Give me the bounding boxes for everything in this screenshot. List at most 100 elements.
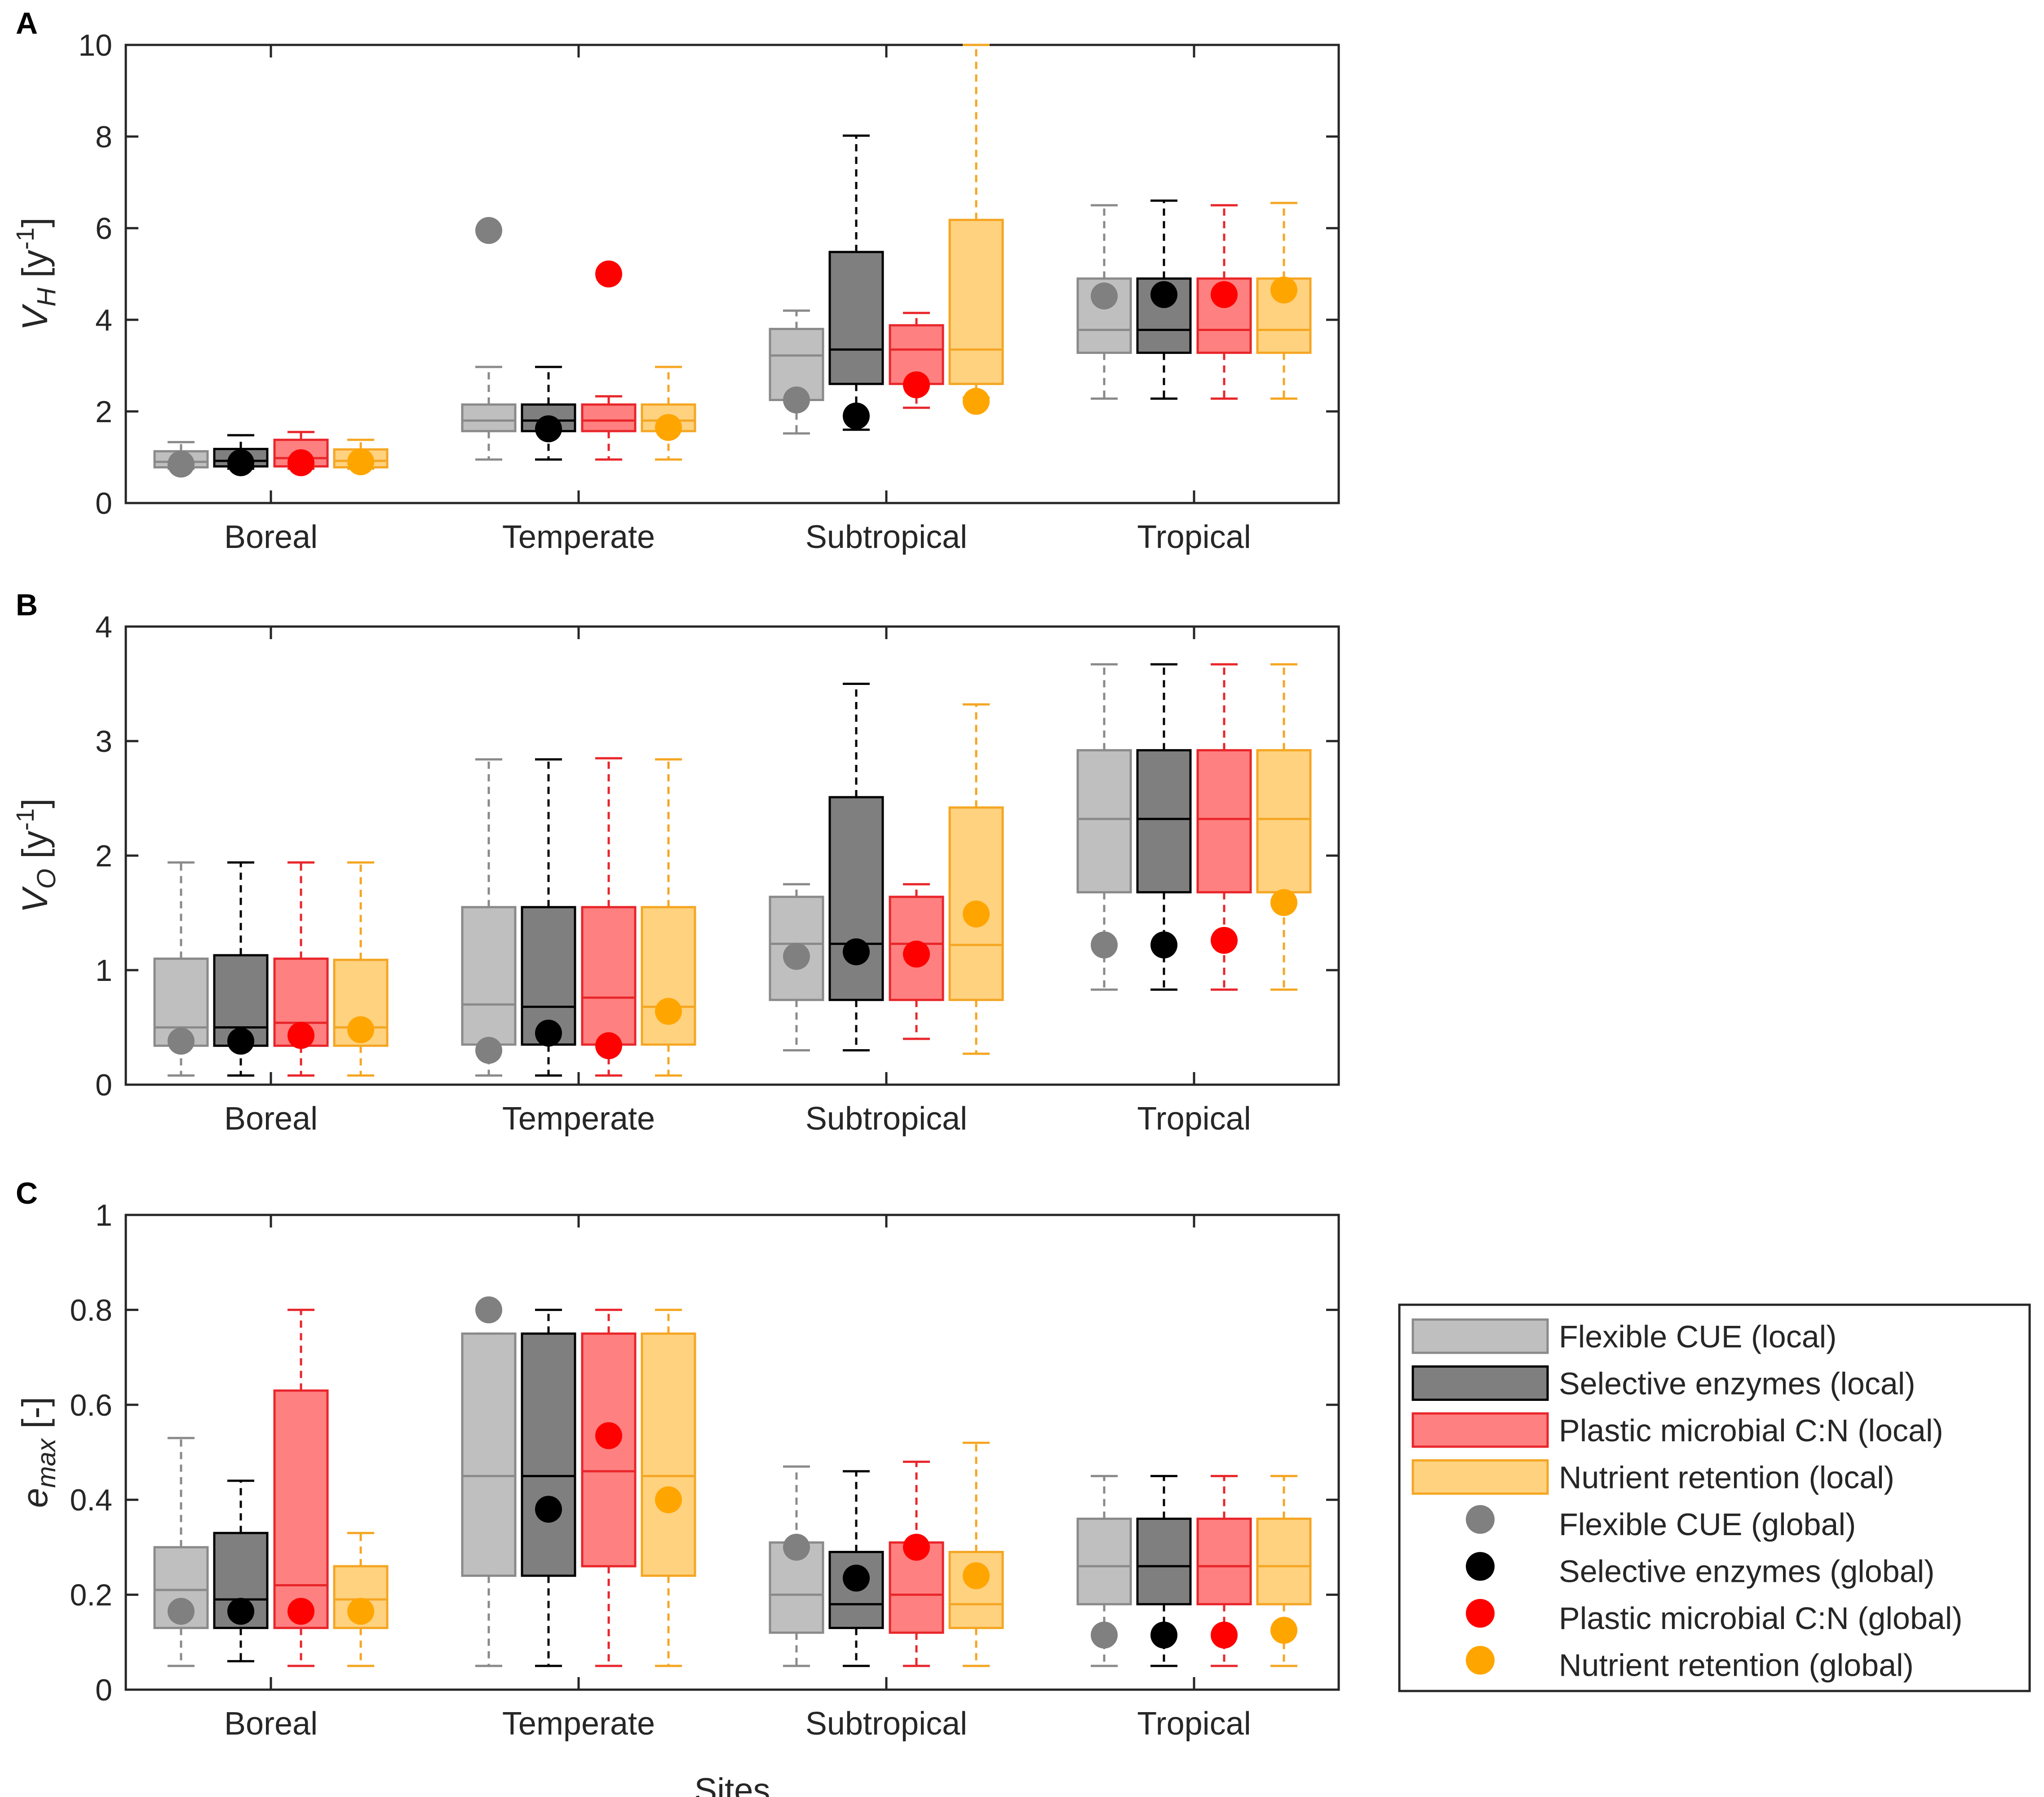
panel-letter: B <box>16 588 38 622</box>
global-dot-nutrient-retention-temperate <box>655 998 682 1025</box>
x-tick-label-boreal: Boreal <box>224 1101 318 1137</box>
box-flexible-cue-tropical <box>1076 663 1132 991</box>
box-iqr <box>581 403 637 433</box>
box-plastic-microbial-c-n-subtropical <box>889 1461 944 1667</box>
legend-swatch-box <box>1411 1365 1549 1401</box>
global-dot-plastic-microbial-c-n-tropical <box>1211 927 1238 954</box>
global-dot-nutrient-retention-boreal <box>347 448 374 476</box>
plot-frame <box>124 1214 1340 1691</box>
y-tick-label: 8 <box>95 120 112 154</box>
global-dot-flexible-cue-temperate <box>475 217 502 244</box>
box-flexible-cue-temperate <box>461 366 517 461</box>
global-dot-nutrient-retention-subtropical <box>963 388 990 415</box>
y-tick-label: 2 <box>95 395 112 429</box>
box-iqr <box>461 1332 517 1577</box>
legend-label-local: Plastic microbial C:N (local) <box>1559 1413 1943 1448</box>
legend-swatch-box <box>1411 1459 1549 1495</box>
y-tick-label: 0.6 <box>70 1388 112 1422</box>
global-dot-nutrient-retention-boreal <box>347 1598 374 1625</box>
global-dot-plastic-microbial-c-n-subtropical <box>903 940 930 968</box>
box-iqr <box>828 251 884 385</box>
global-dot-flexible-cue-boreal <box>168 450 195 478</box>
y-tick-label: 4 <box>95 610 112 644</box>
y-tick-label: 0 <box>95 1068 112 1102</box>
box-iqr <box>641 1332 696 1577</box>
box-flexible-cue-temperate <box>461 758 517 1077</box>
box-flexible-cue-tropical <box>1076 1475 1132 1667</box>
box-iqr <box>1076 1517 1132 1606</box>
x-tick-label-boreal: Boreal <box>224 1706 318 1742</box>
global-dot-selective-enzymes-tropical <box>1150 1621 1177 1649</box>
global-dot-flexible-cue-boreal <box>168 1598 195 1625</box>
legend-swatch-box <box>1411 1318 1549 1354</box>
box-iqr <box>461 403 517 433</box>
global-dot-flexible-cue-temperate <box>475 1037 502 1064</box>
box-flexible-cue-subtropical <box>769 1465 824 1667</box>
global-dot-flexible-cue-tropical <box>1091 931 1118 958</box>
legend-swatch-dot <box>1466 1552 1495 1581</box>
box-plastic-microbial-c-n-tropical <box>1196 1475 1252 1667</box>
legend-label-global: Nutrient retention (global) <box>1559 1648 1914 1683</box>
box-iqr <box>1256 1517 1312 1606</box>
panel-A: A 0 2 4 6 8 10 Boreal Temperate Subtropical Tropic… <box>11 6 1340 555</box>
box-selective-enzymes-tropical <box>1136 1475 1192 1667</box>
global-dot-selective-enzymes-boreal <box>227 449 254 477</box>
box-iqr <box>1076 749 1132 894</box>
global-dot-nutrient-retention-temperate <box>655 414 682 441</box>
y-tick-label: 6 <box>95 212 112 246</box>
x-tick-label-temperate: Temperate <box>502 1706 655 1742</box>
global-dot-plastic-microbial-c-n-boreal <box>288 449 314 477</box>
box-iqr <box>521 1332 576 1577</box>
global-dot-plastic-microbial-c-n-tropical <box>1211 281 1238 308</box>
y-tick-label: 0.8 <box>70 1293 112 1327</box>
legend-label-global: Plastic microbial C:N (global) <box>1559 1601 1963 1636</box>
box-plastic-microbial-c-n-boreal <box>273 1308 329 1667</box>
x-axis-label: Sites <box>695 1771 770 1797</box>
global-dot-nutrient-retention-temperate <box>655 1486 682 1514</box>
global-dot-plastic-microbial-c-n-temperate <box>595 260 622 287</box>
box-iqr <box>581 1332 637 1567</box>
box-selective-enzymes-boreal <box>213 1479 269 1663</box>
box-selective-enzymes-tropical <box>1136 663 1192 991</box>
global-dot-selective-enzymes-temperate <box>535 1020 562 1047</box>
box-selective-enzymes-temperate <box>521 366 576 461</box>
legend-swatch-dot <box>1466 1505 1495 1534</box>
box-iqr <box>1136 749 1192 894</box>
y-tick-label: 0.2 <box>70 1578 112 1612</box>
y-tick-label: 4 <box>95 303 112 337</box>
global-dot-nutrient-retention-tropical <box>1270 276 1297 304</box>
legend: Flexible CUE (local) Selective enzymes (l… <box>1398 1303 2031 1692</box>
global-dot-flexible-cue-temperate <box>475 1296 502 1324</box>
y-tick-label: 10 <box>78 28 112 62</box>
global-dot-nutrient-retention-subtropical <box>963 1562 990 1589</box>
global-dot-selective-enzymes-tropical <box>1150 281 1177 308</box>
legend-label-global: Flexible CUE (global) <box>1559 1507 1856 1542</box>
panel-B: B 0 1 2 3 4 Boreal Temperate Subtropical Tropical… <box>11 588 1340 1137</box>
legend-swatch-dot <box>1466 1599 1495 1628</box>
x-tick-label-temperate: Temperate <box>502 1101 655 1137</box>
box-nutrient-retention-subtropical <box>948 44 1004 399</box>
global-dot-flexible-cue-subtropical <box>783 1533 810 1561</box>
box-iqr <box>1196 1517 1252 1606</box>
global-dot-flexible-cue-tropical <box>1091 1621 1118 1649</box>
box-iqr <box>1196 749 1252 894</box>
box-nutrient-retention-subtropical <box>948 703 1004 1055</box>
box-plastic-microbial-c-n-temperate <box>581 395 637 461</box>
global-dot-flexible-cue-boreal <box>168 1028 195 1055</box>
x-tick-label-tropical: Tropical <box>1137 1101 1251 1137</box>
x-tick-label-subtropical: Subtropical <box>805 1101 967 1137</box>
x-tick-label-boreal: Boreal <box>224 519 318 555</box>
y-tick-label: 0 <box>95 486 112 521</box>
x-tick-label-subtropical: Subtropical <box>805 1706 967 1742</box>
y-axis-label: emax [-] <box>15 1397 61 1508</box>
panel-letter: C <box>16 1176 38 1210</box>
global-dot-nutrient-retention-tropical <box>1270 1616 1297 1644</box>
box-flexible-cue-temperate <box>461 1332 517 1667</box>
global-dot-plastic-microbial-c-n-tropical <box>1211 1621 1238 1649</box>
x-tick-label-temperate: Temperate <box>502 519 655 555</box>
global-dot-selective-enzymes-temperate <box>535 415 562 442</box>
box-iqr <box>581 906 637 1046</box>
box-selective-enzymes-temperate <box>521 1308 576 1667</box>
box-flexible-cue-boreal <box>153 1437 209 1667</box>
